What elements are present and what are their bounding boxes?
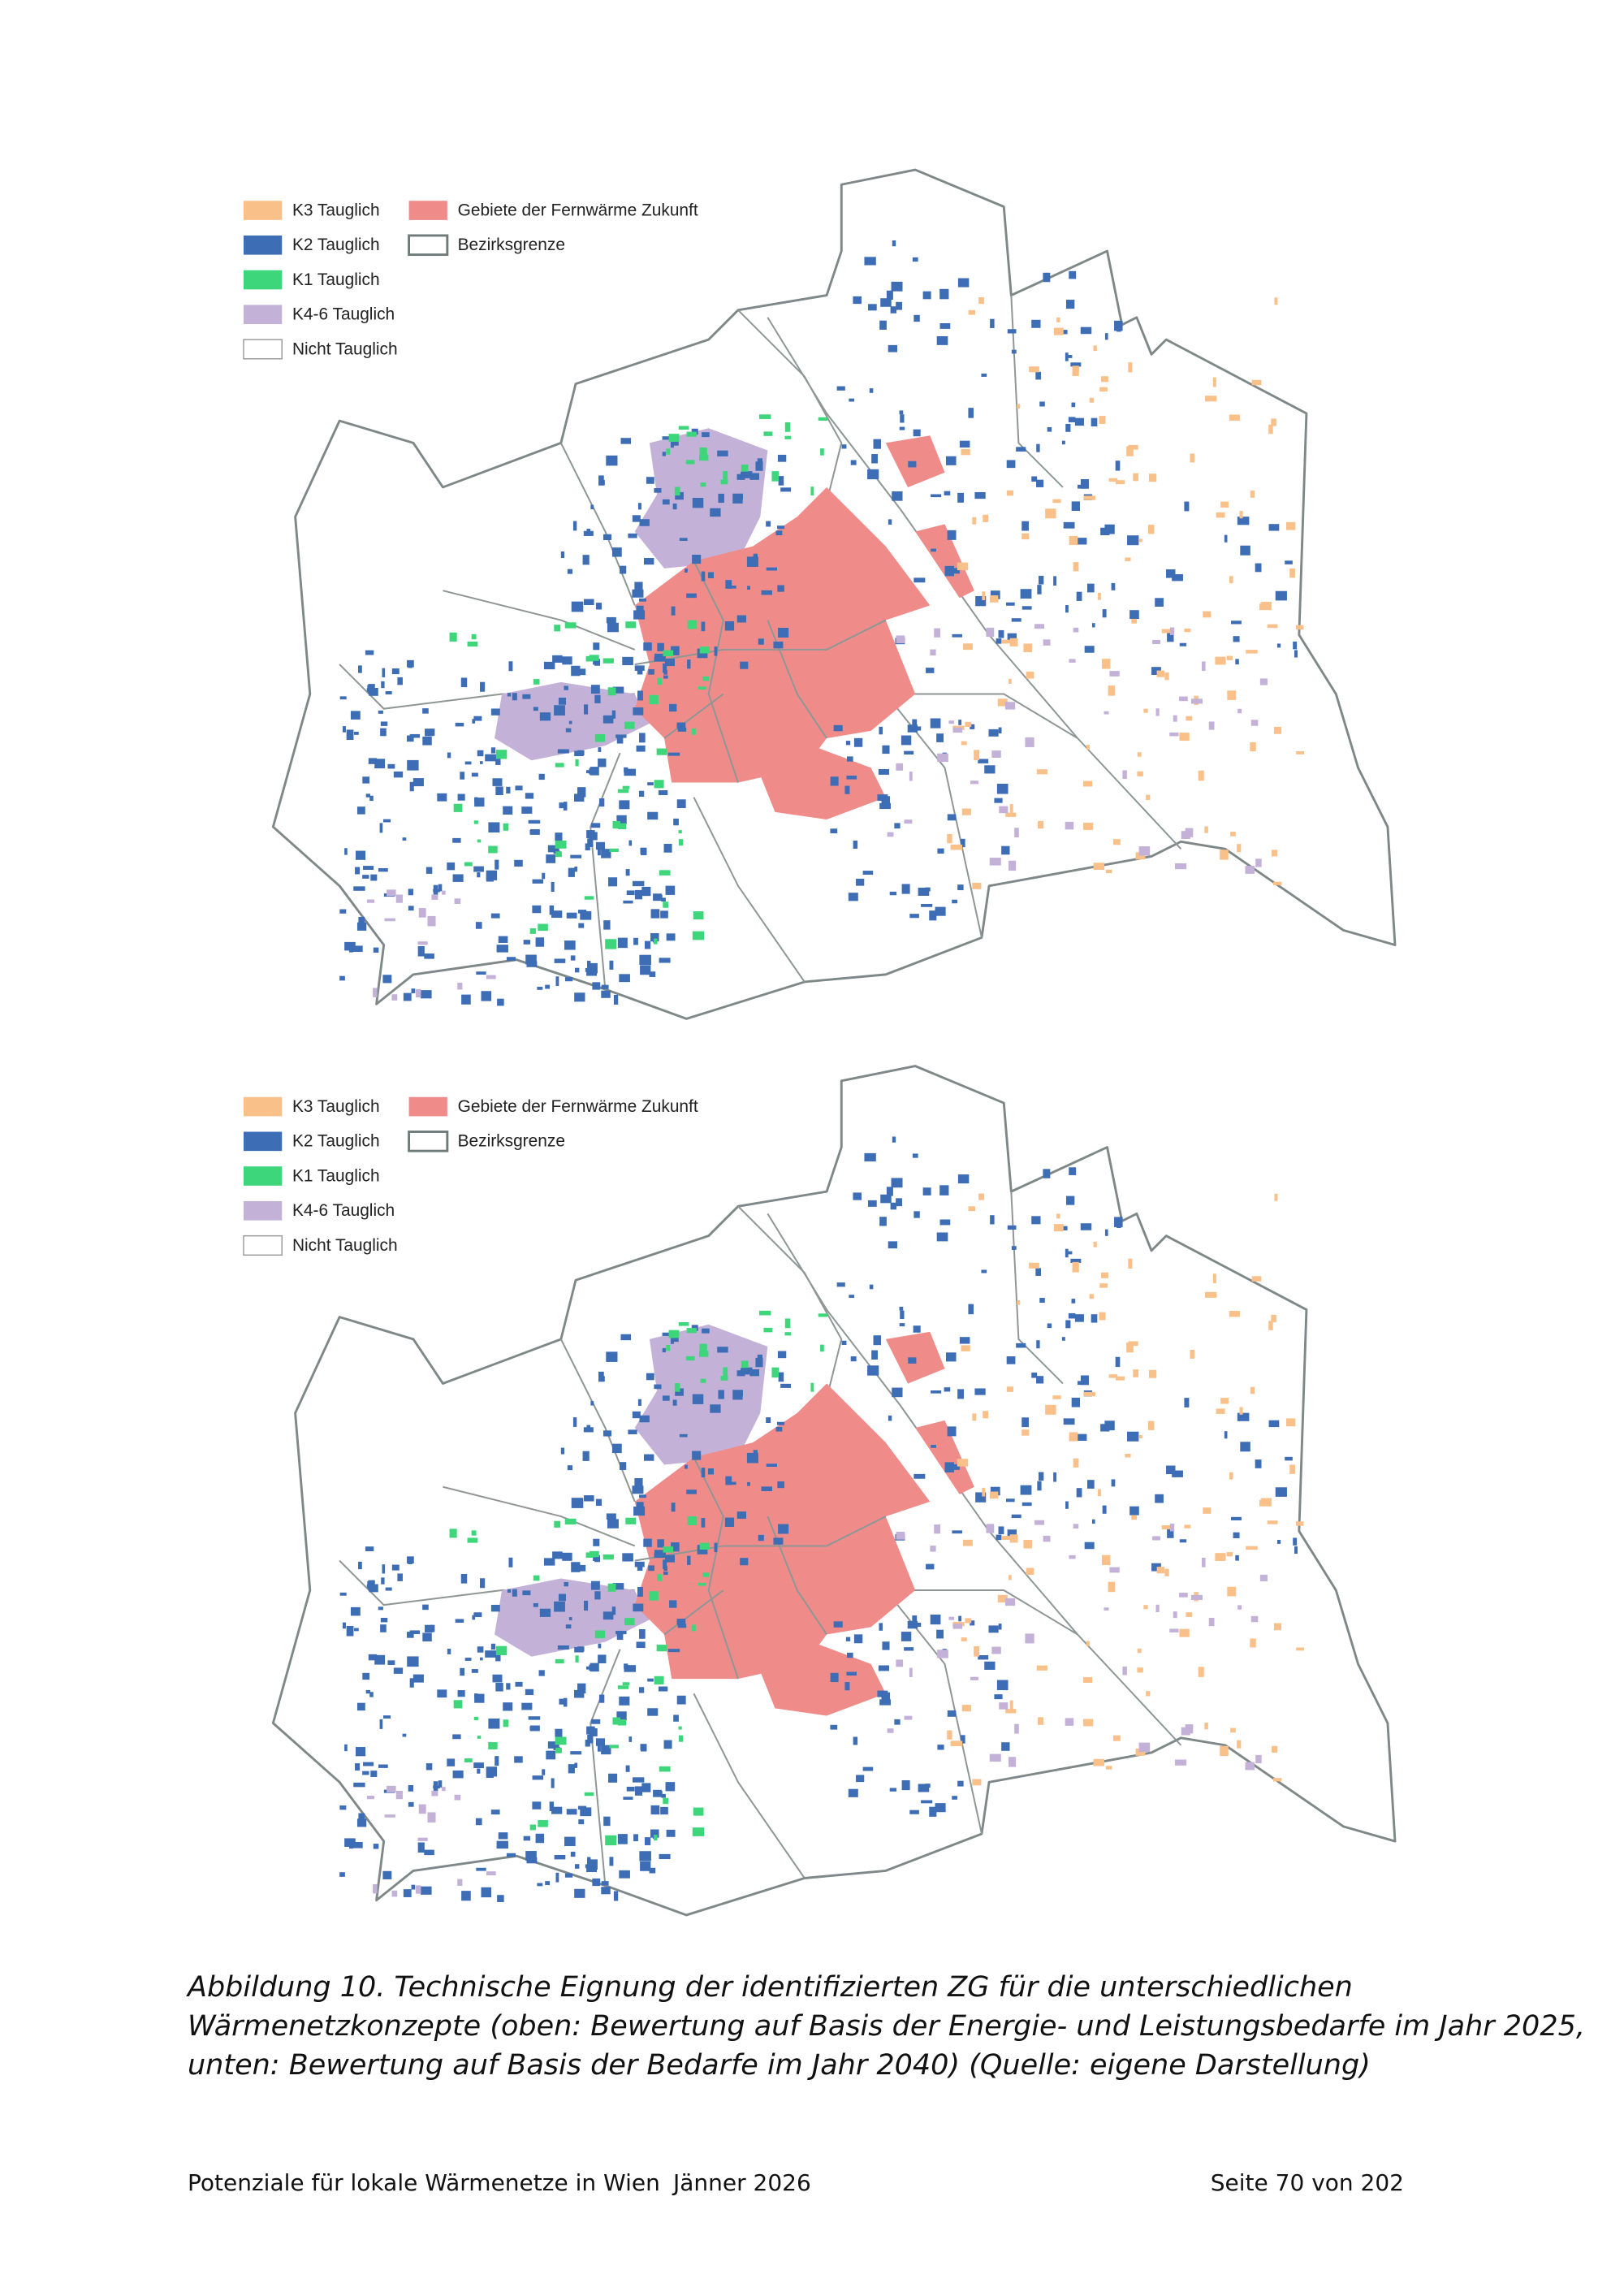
legend: K3 Tauglich K2 Tauglich K1 Tauglich K4-6 Ta…: [243, 201, 698, 360]
footer-title: Potenziale für lokale Wärmenetze in Wien: [188, 2169, 660, 2196]
legend-label: K2 Tauglich: [292, 1132, 380, 1151]
legend-label: K3 Tauglich: [292, 1097, 380, 1116]
legend-label: K3 Tauglich: [292, 201, 380, 219]
legend-swatch: [243, 305, 283, 325]
caption-line: Wärmenetzkonzepte (oben: Bewertung auf B…: [188, 2010, 1585, 2043]
maps: K3 Tauglich K2 Tauglich K1 Tauglich K4-6 Ta…: [243, 168, 1397, 1917]
legend-label: Bezirksgrenze: [458, 236, 565, 254]
legend-label: Gebiete der Fernwärme Zukunft: [458, 1097, 698, 1116]
legend-label: Gebiete der Fernwärme Zukunft: [458, 201, 698, 219]
footer-page: Seite 70 von 202: [1211, 2169, 1404, 2196]
legend-swatch: [243, 1131, 283, 1152]
legend-label: Nicht Tauglich: [292, 339, 398, 358]
legend-label: Bezirksgrenze: [458, 1132, 565, 1151]
map-2025: [271, 168, 1397, 1020]
legend-swatch: [243, 235, 283, 255]
legend-swatch: [243, 270, 283, 290]
legend-label: K4-6 Tauglich: [292, 1201, 395, 1220]
legend-label: K1 Tauglich: [292, 270, 380, 289]
legend-swatch: [243, 1200, 283, 1221]
map-2040: [271, 1065, 1397, 1917]
legend-swatch: [243, 1234, 283, 1256]
legend-swatch: [243, 1166, 283, 1186]
legend-swatch: [408, 1096, 447, 1117]
legend: K3 Tauglich K2 Tauglich K1 Tauglich K4-6 Ta…: [243, 1096, 698, 1256]
legend-label: K1 Tauglich: [292, 1166, 380, 1185]
footer-date: Jänner 2026: [672, 2169, 811, 2196]
legend-label: K4-6 Tauglich: [292, 305, 395, 324]
legend-label: K2 Tauglich: [292, 236, 380, 254]
legend-swatch: [243, 201, 283, 220]
caption-line: unten: Bewertung auf Basis der Bedarfe i…: [188, 2049, 1371, 2082]
legend-swatch: [243, 339, 283, 360]
caption-line: Abbildung 10. Technische Eignung der ide…: [186, 1971, 1353, 2004]
legend-swatch: [243, 1096, 283, 1117]
legend-swatch: [408, 1131, 449, 1152]
legend-swatch: [408, 234, 449, 257]
legend-swatch: [408, 201, 447, 220]
legend-label: Nicht Tauglich: [292, 1236, 398, 1255]
